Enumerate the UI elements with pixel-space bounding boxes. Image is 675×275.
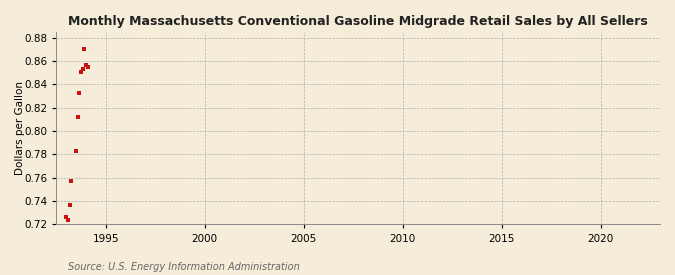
Y-axis label: Dollars per Gallon: Dollars per Gallon: [15, 81, 25, 175]
Title: Monthly Massachusetts Conventional Gasoline Midgrade Retail Sales by All Sellers: Monthly Massachusetts Conventional Gasol…: [68, 15, 648, 28]
Text: Source: U.S. Energy Information Administration: Source: U.S. Energy Information Administ…: [68, 262, 299, 272]
